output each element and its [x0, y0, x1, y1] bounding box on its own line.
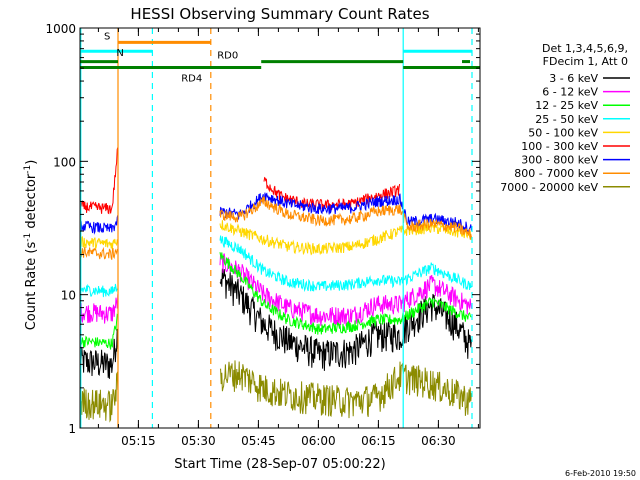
y-axis-label-sup1: -1 [23, 233, 33, 242]
series-line-4-segment-2 [219, 235, 472, 293]
x-axis-label: Start Time (28-Sep-07 05:00:22) [174, 457, 385, 472]
series-line-9-segment-2 [219, 360, 472, 419]
plot-frame [79, 27, 481, 429]
rd4-label: RD4 [181, 74, 202, 85]
series-line-7 [79, 215, 119, 235]
axis-layer: 1 10 100 1000 05:15 05:30 05:45 06:00 06:15 06:30 [45, 22, 481, 448]
legend-label-6: 100 - 300 keV [521, 140, 598, 153]
data-layer [79, 147, 472, 423]
x-tick-label: 05:15 [121, 434, 156, 448]
series-line-1-segment-2 [219, 268, 472, 371]
series-line-8-segment-2 [219, 195, 472, 240]
legend-label-9: 7000 - 20000 keV [500, 181, 598, 194]
x-tick-label: 06:30 [421, 434, 456, 448]
y-tick-label: 1 [68, 422, 76, 436]
legend-label-2: 6 - 12 keV [542, 86, 598, 99]
footer-date: 6-Feb-2010 19:50 [565, 469, 636, 478]
legend-label-3: 12 - 25 keV [535, 99, 598, 112]
series-line-6 [79, 147, 119, 215]
annotation-layer: SN RD0 RD4 [80, 28, 480, 428]
series-line-1 [79, 328, 119, 379]
y-axis-label-sup2: -1 [23, 165, 33, 174]
y-tick-label: 10 [61, 289, 76, 303]
legend-label-7: 300 - 800 keV [521, 154, 598, 167]
series-line-9 [79, 371, 119, 423]
series-line-8 [79, 246, 119, 260]
x-tick-label: 05:30 [181, 434, 216, 448]
saa-label: S [104, 31, 110, 42]
y-tick-label: 1000 [45, 22, 76, 36]
rd0-label: RD0 [217, 51, 238, 62]
legend-label-8: 800 - 7000 keV [514, 167, 598, 180]
y-axis-label-mid: detector [24, 173, 39, 233]
night-label: N [116, 48, 123, 59]
series-line-2-segment-2 [219, 253, 472, 327]
series-line-4 [79, 283, 119, 298]
legend-label-1: 3 - 6 keV [549, 72, 598, 85]
y-axis-label-end: ) [24, 160, 39, 165]
legend-label-5: 50 - 100 keV [528, 126, 598, 139]
series-line-5 [79, 236, 119, 250]
y-axis-label-main: Count Rate (s [24, 242, 39, 331]
y-tick-label: 100 [53, 155, 76, 169]
y-axis-label: Count Rate (s-1 detector-1) [23, 160, 39, 331]
series-line-5-segment-2 [219, 220, 472, 256]
x-tick-label: 06:00 [301, 434, 336, 448]
legend-header-line-2: FDecim 1, Att 0 [543, 55, 628, 68]
legend-header-line-1: Det 1,3,4,5,6,9, [542, 42, 628, 55]
x-tick-label: 06:15 [361, 434, 396, 448]
legend: Det 1,3,4,5,6,9, FDecim 1, Att 0 3 - 6 k… [500, 42, 630, 194]
series-line-3-segment-2 [219, 252, 472, 335]
series-line-2 [79, 294, 119, 324]
x-tick-label: 05:45 [241, 434, 276, 448]
chart-title: HESSI Observing Summary Count Rates [130, 5, 429, 23]
legend-label-4: 25 - 50 keV [535, 113, 598, 126]
series-line-3 [79, 313, 119, 350]
